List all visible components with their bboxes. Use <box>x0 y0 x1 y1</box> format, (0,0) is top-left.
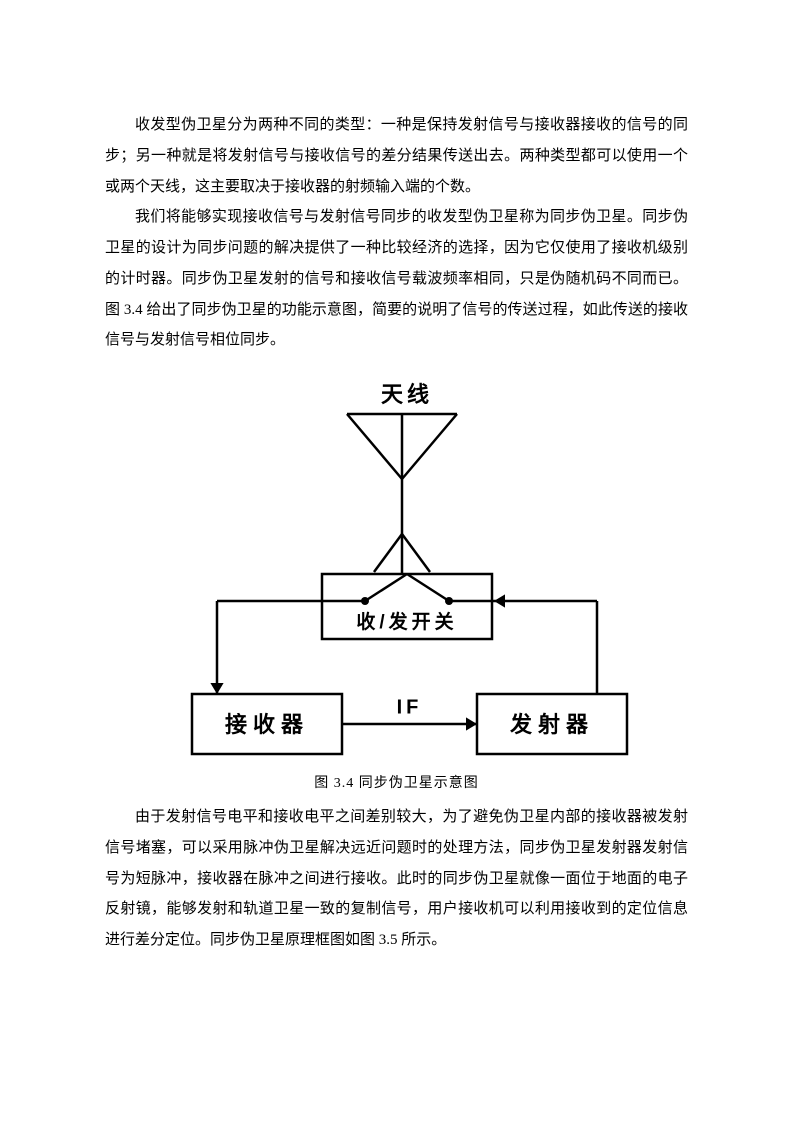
paragraph-3: 由于发射信号电平和接收电平之间差别较大，为了避免伪卫星内部的接收器被发射信号堵塞… <box>105 802 688 956</box>
svg-text:收/发开关: 收/发开关 <box>356 610 457 633</box>
svg-text:接收器: 接收器 <box>224 712 308 737</box>
svg-text:天线: 天线 <box>380 382 432 407</box>
svg-text:发射器: 发射器 <box>508 712 593 737</box>
paragraph-2: 我们将能够实现接收信号与发射信号同步的收发型伪卫星称为同步伪卫星。同步伪卫星的设… <box>105 202 688 356</box>
figure-3-4: 天线收/发开关接收器 发射器 IF 图 3.4 同步伪卫星示意图 <box>105 374 688 792</box>
figure-caption: 图 3.4 同步伪卫星示意图 <box>314 772 479 792</box>
diagram-svg: 天线收/发开关接收器 发射器 IF <box>147 374 647 764</box>
svg-text:IF: IF <box>396 696 422 718</box>
paragraph-1: 收发型伪卫星分为两种不同的类型：一种是保持发射信号与接收器接收的信号的同步；另一… <box>105 110 688 202</box>
